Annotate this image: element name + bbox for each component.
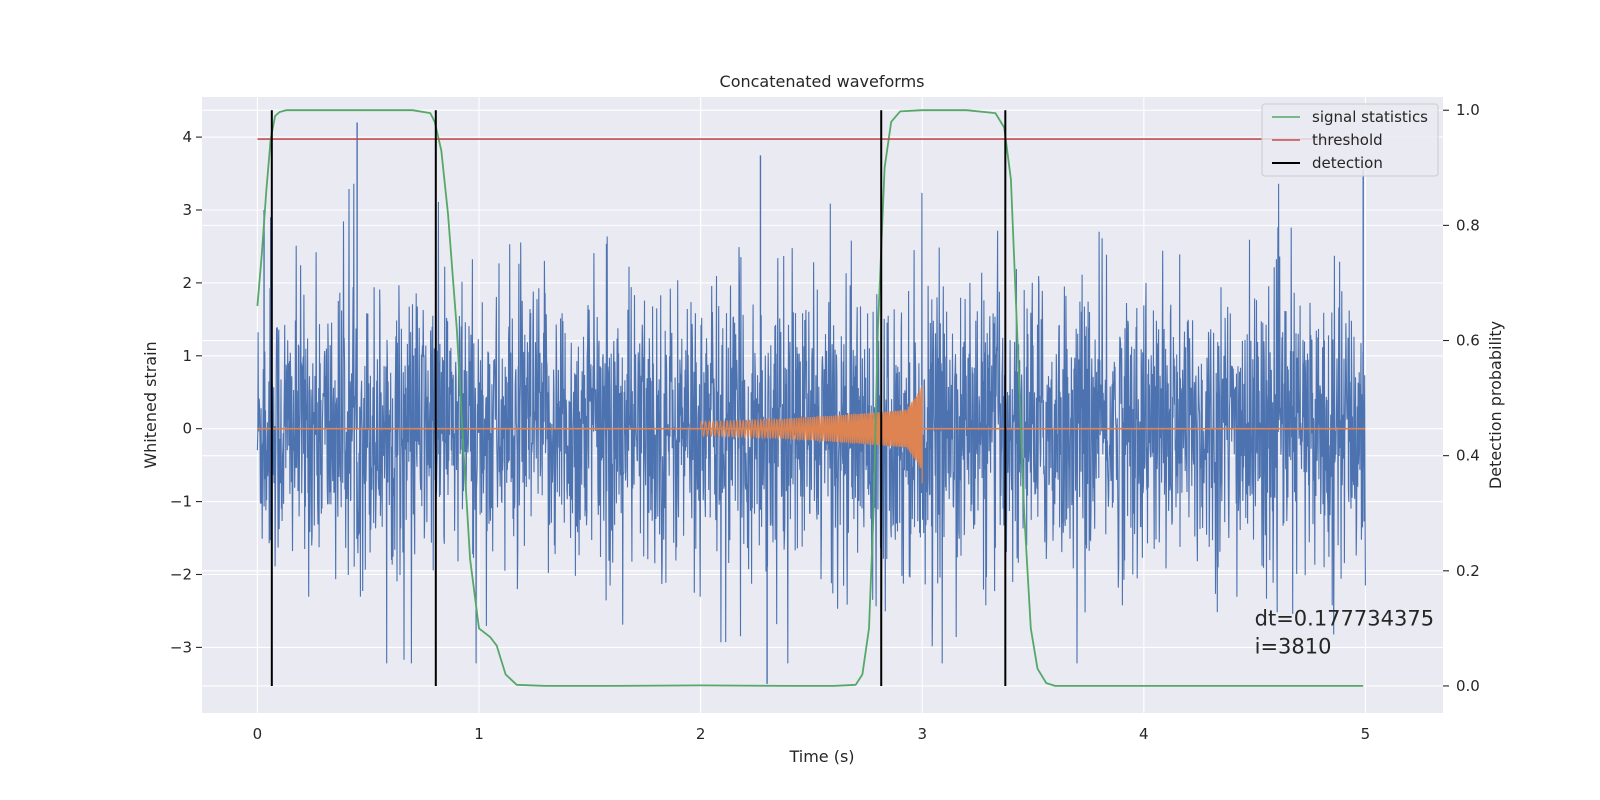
annotation-line-i: i=3810 xyxy=(1255,634,1332,658)
signal-statistics-series xyxy=(256,109,1364,687)
legend-label-signal-statistics: signal statistics xyxy=(1312,108,1428,126)
y-axis-label: Whitened strain xyxy=(141,341,160,468)
template-chirp-series xyxy=(257,385,1366,484)
detection-series xyxy=(270,110,1007,686)
y-right-tick-label: 0.8 xyxy=(1456,216,1480,234)
y-right-tick-label: 1.0 xyxy=(1456,101,1480,119)
y-tick-label: 4 xyxy=(182,128,192,146)
y-right-axis-label: Detection probability xyxy=(1486,321,1505,489)
axis-ticks: 0 1 2 3 4 5 −3 −2 −1 0 1 2 3 4 0.0 0.2 0.4 0.6 0.8 1.0 xyxy=(170,101,1480,743)
legend-box xyxy=(1261,103,1439,177)
x-tick-label: 3 xyxy=(917,725,927,743)
y-right-tick-label: 0.0 xyxy=(1456,677,1480,695)
y-tick-label: 3 xyxy=(182,201,192,219)
y-right-tick-label: 0.4 xyxy=(1456,447,1480,465)
x-axis-label: Time (s) xyxy=(788,747,854,766)
strain-series xyxy=(256,122,1366,684)
x-tick-label: 4 xyxy=(1139,725,1149,743)
x-tick-label: 5 xyxy=(1361,725,1371,743)
template-chirp-line xyxy=(700,385,923,484)
x-tick-label: 1 xyxy=(474,725,484,743)
y-tick-label: 0 xyxy=(182,420,192,438)
annotation-line-dt: dt=0.177734375 xyxy=(1255,606,1434,630)
strain-line xyxy=(256,183,1366,664)
y-right-tick-label: 0.2 xyxy=(1456,562,1480,580)
y-tick-label: −1 xyxy=(170,493,192,511)
y-tick-label: 1 xyxy=(182,347,192,365)
legend-label-detection: detection xyxy=(1312,154,1383,172)
legend-label-threshold: threshold xyxy=(1312,131,1383,149)
y-tick-label: −3 xyxy=(170,638,192,656)
x-tick-label: 2 xyxy=(696,725,706,743)
x-tick-label: 0 xyxy=(253,725,263,743)
y-right-tick-label: 0.6 xyxy=(1456,332,1480,350)
signal-statistics-line xyxy=(256,109,1364,687)
y-tick-label: −2 xyxy=(170,565,192,583)
chart-title: Concatenated waveforms xyxy=(720,72,925,91)
y-tick-label: 2 xyxy=(182,274,192,292)
legend: signal statistics threshold detection xyxy=(1261,103,1439,177)
annotation-text: dt=0.177734375 i=3810 xyxy=(1255,606,1441,658)
